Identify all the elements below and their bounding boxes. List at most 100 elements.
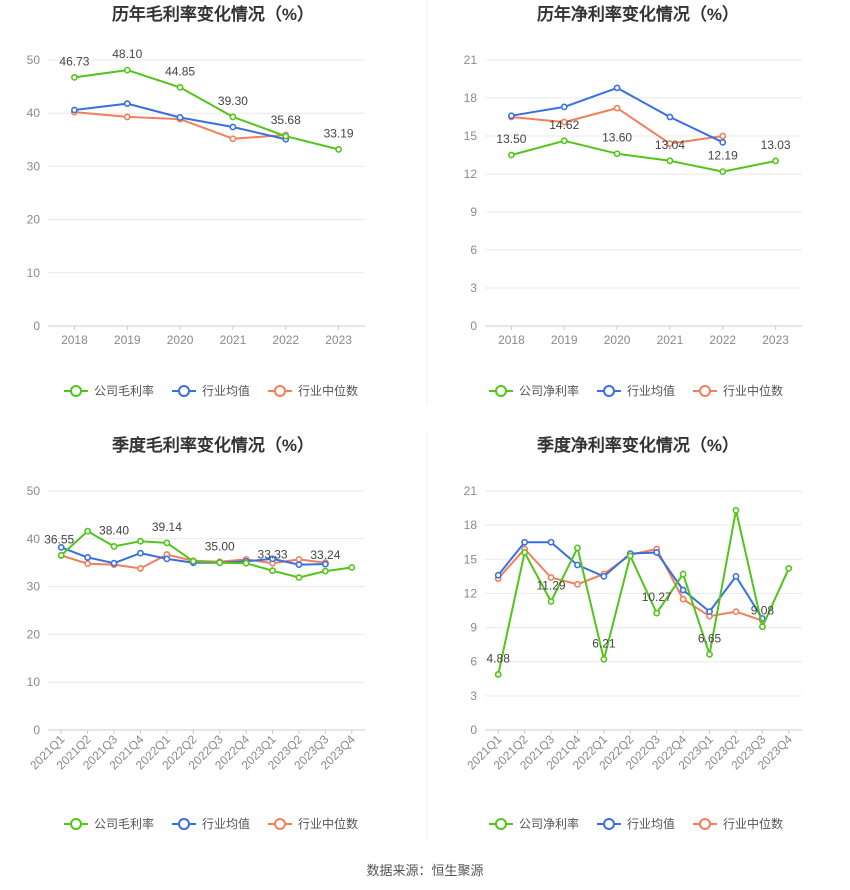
data-label: 33.19 — [324, 126, 354, 140]
data-label: 6.21 — [592, 636, 616, 650]
data-point-company — [626, 552, 634, 560]
data-label: 48.10 — [112, 47, 142, 61]
data-point-industry_median — [666, 140, 674, 147]
data-label: 14.62 — [549, 118, 579, 132]
data-point-industry_avg — [613, 84, 621, 92]
series-line-company — [60, 530, 352, 579]
legend-swatch-marker — [274, 385, 286, 397]
data-point-industry_avg — [321, 560, 329, 568]
x-tick-label: 2021 — [657, 333, 684, 347]
y-tick-label: 50 — [27, 53, 41, 67]
data-label: 44.85 — [165, 64, 195, 78]
data-point-company — [71, 73, 78, 81]
y-tick-label: 21 — [464, 484, 478, 498]
data-point-company — [282, 132, 290, 140]
legend-swatch-marker — [495, 818, 507, 830]
data-point-industry_avg — [653, 549, 661, 556]
data-point-industry_avg — [71, 106, 78, 114]
data-point-industry_median — [560, 118, 568, 126]
y-tick-label: 15 — [464, 552, 478, 566]
data-point-industry_avg — [706, 608, 713, 616]
legend-label: 行业均值 — [627, 383, 675, 398]
data-point-company — [84, 527, 92, 535]
data-label: 13.03 — [761, 138, 791, 152]
data-point-company — [666, 157, 674, 165]
data-point-industry_avg — [494, 571, 502, 579]
data-point-industry_median — [679, 595, 687, 603]
data-label: 35.00 — [205, 540, 235, 554]
x-tick-label: 2019 — [114, 333, 141, 347]
data-point-industry_avg — [295, 561, 303, 569]
data-label: 13.60 — [602, 131, 632, 145]
data-point-industry_avg — [547, 538, 555, 546]
series-line-company — [74, 69, 339, 151]
legend-label: 行业均值 — [202, 383, 250, 398]
y-tick-label: 0 — [33, 319, 40, 333]
series-line-company — [497, 509, 790, 675]
data-point-industry_avg — [508, 112, 515, 120]
y-tick-label: 12 — [464, 586, 478, 600]
data-point-company — [653, 609, 661, 617]
data-point-company — [574, 544, 581, 552]
data-point-industry_avg — [163, 555, 171, 563]
data-point-company — [176, 83, 184, 91]
data-point-company — [229, 113, 237, 121]
data-point-company — [57, 551, 65, 559]
data-point-company — [521, 549, 529, 556]
data-label: 35.68 — [271, 113, 301, 127]
data-point-industry_avg — [574, 561, 581, 569]
y-tick-label: 20 — [27, 213, 41, 227]
data-point-industry_median — [574, 580, 581, 588]
legend-label: 公司毛利率 — [94, 383, 154, 398]
x-tick-label: 2020 — [604, 333, 631, 347]
y-tick-label: 9 — [470, 621, 477, 635]
data-point-company — [613, 150, 621, 158]
data-point-industry_avg — [229, 123, 237, 131]
data-point-company — [560, 137, 568, 145]
data-label: 46.73 — [59, 54, 89, 68]
data-point-company — [335, 146, 342, 153]
legend-swatch-marker — [70, 385, 82, 397]
legend-swatch-marker — [178, 385, 190, 397]
data-point-company — [785, 564, 793, 572]
x-tick-label: 2022 — [272, 333, 299, 347]
data-label: 39.14 — [152, 520, 182, 534]
y-tick-label: 12 — [464, 167, 478, 181]
data-point-industry_avg — [137, 549, 144, 557]
data-label: 10.27 — [642, 590, 672, 604]
data-point-industry_avg — [57, 544, 65, 551]
data-label: 33.33 — [258, 548, 288, 562]
x-tick-label: 2018 — [61, 333, 88, 347]
data-point-industry_median — [613, 104, 621, 112]
y-tick-label: 6 — [470, 655, 477, 669]
data-point-industry_avg — [176, 114, 184, 121]
data-label: 33.24 — [310, 548, 340, 562]
chart-title-3: 季度毛利率变化情况（%） — [112, 435, 314, 455]
data-label: 13.50 — [496, 132, 526, 146]
data-point-industry_avg — [84, 554, 92, 561]
data-label: 12.19 — [708, 149, 738, 163]
legend-label: 行业均值 — [202, 816, 250, 831]
data-point-company — [269, 567, 276, 575]
data-point-industry_avg — [110, 559, 118, 567]
data-point-company — [137, 537, 144, 545]
x-tick-label: 2023 — [325, 333, 352, 347]
data-label: 36.55 — [44, 532, 74, 546]
data-point-company — [706, 650, 713, 658]
legend-swatch-marker — [178, 818, 190, 830]
x-tick-label: 2022 — [709, 333, 736, 347]
y-tick-label: 0 — [470, 319, 477, 333]
data-point-company — [732, 506, 740, 514]
data-label: 11.29 — [536, 579, 565, 593]
legend-swatch-marker — [70, 818, 82, 830]
x-tick-label: 2018 — [498, 333, 525, 347]
data-point-industry_avg — [123, 100, 131, 108]
data-point-company — [295, 574, 303, 581]
data-point-industry_median — [719, 132, 727, 140]
data-point-industry_median — [547, 574, 555, 581]
data-point-industry_avg — [719, 138, 727, 146]
data-point-industry_avg — [560, 103, 568, 111]
chart-title-4: 季度净利率变化情况（%） — [537, 435, 739, 455]
series-line-company — [511, 139, 776, 173]
data-label: 9.08 — [751, 604, 775, 618]
